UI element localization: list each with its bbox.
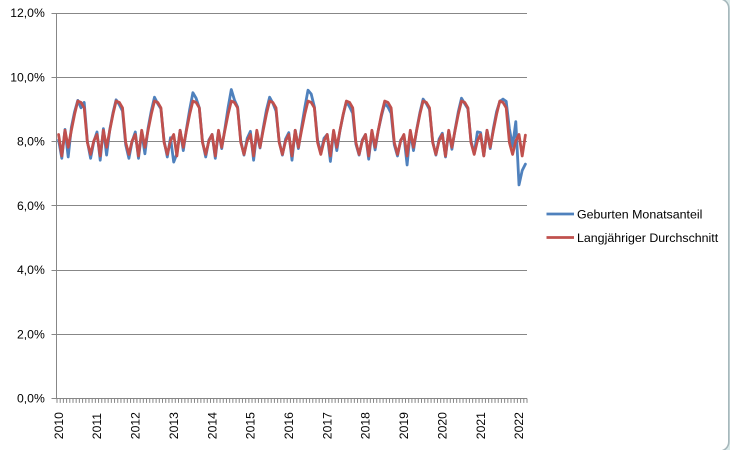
svg-text:12,0%: 12,0% bbox=[10, 6, 45, 20]
svg-text:2017: 2017 bbox=[320, 412, 334, 439]
svg-text:2012: 2012 bbox=[129, 412, 143, 439]
svg-text:Geburten Monatsanteil: Geburten Monatsanteil bbox=[577, 208, 702, 222]
svg-text:0,0%: 0,0% bbox=[17, 392, 45, 406]
svg-text:Langjähriger Durchschnitt: Langjähriger Durchschnitt bbox=[577, 231, 719, 245]
svg-text:2018: 2018 bbox=[359, 412, 373, 439]
svg-text:2016: 2016 bbox=[282, 412, 296, 439]
svg-text:2010: 2010 bbox=[52, 412, 66, 439]
svg-text:2021: 2021 bbox=[474, 412, 488, 439]
svg-text:2011: 2011 bbox=[90, 413, 104, 439]
svg-text:2022: 2022 bbox=[512, 412, 526, 439]
svg-text:2019: 2019 bbox=[397, 412, 411, 439]
svg-text:2,0%: 2,0% bbox=[17, 327, 45, 341]
svg-text:8,0%: 8,0% bbox=[17, 135, 45, 149]
svg-text:6,0%: 6,0% bbox=[17, 199, 45, 213]
svg-text:2015: 2015 bbox=[244, 412, 258, 439]
svg-text:2020: 2020 bbox=[436, 412, 450, 439]
svg-text:4,0%: 4,0% bbox=[17, 263, 45, 277]
svg-text:2013: 2013 bbox=[167, 412, 181, 439]
svg-text:10,0%: 10,0% bbox=[10, 70, 45, 84]
svg-text:2014: 2014 bbox=[205, 412, 219, 439]
